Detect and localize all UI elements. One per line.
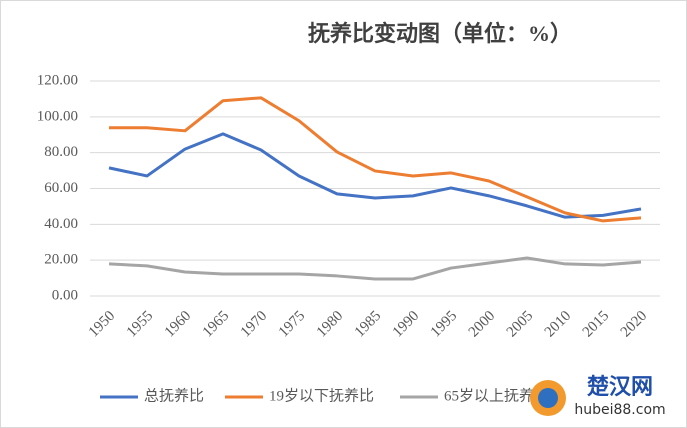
y-tick-label: 40.00 [44, 216, 78, 232]
legend-label: 总抚养比 [144, 387, 204, 404]
watermark-url: hubei88.com [574, 402, 665, 418]
series-line [108, 256, 642, 281]
y-tick-label: 60.00 [44, 180, 78, 196]
chart-title: 抚养比变动图（单位：%） [308, 21, 572, 46]
y-tick-label: 100.00 [37, 108, 78, 124]
legend-label: 65岁以上抚养比 [444, 387, 549, 404]
series-line [108, 132, 642, 219]
watermark: 楚汉网 hubei88.com [530, 375, 666, 418]
y-tick-label: 20.00 [44, 252, 78, 268]
y-tick-label: 120.00 [37, 72, 78, 88]
watermark-logo-inner [538, 388, 558, 408]
y-tick-label: 0.00 [52, 287, 78, 303]
y-tick-label: 80.00 [44, 144, 78, 160]
watermark-title: 楚汉网 [587, 375, 653, 400]
legend-label: 19岁以下抚养比 [269, 387, 374, 404]
series-line [109, 96, 642, 223]
